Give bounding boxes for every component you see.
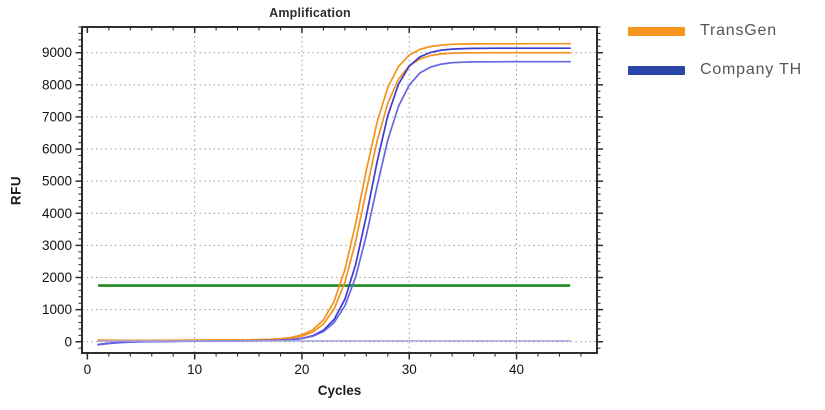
y-tick-label: 6000 [42,142,72,157]
y-tick-label: 3000 [42,238,72,253]
plot-canvas: 0 10 20 30 40 0 1000 2000 3000 4000 5000 6000 7000 80… [42,26,603,377]
legend-label-transgen: TransGen [700,22,777,39]
x-tick-label: 20 [294,362,309,377]
x-tick-label: 10 [187,362,202,377]
y-tick-label: 8000 [42,77,72,92]
legend: TransGen Company TH [628,22,802,79]
x-tick-label: 30 [402,362,417,377]
y-tick-label: 9000 [42,45,72,60]
y-tick-label: 2000 [42,270,72,285]
plot-frame [81,26,598,354]
y-tick-label: 7000 [42,109,72,124]
x-tick-label: 40 [509,362,524,377]
legend-swatch-company-th [628,65,685,75]
legend-item-company-th: Company TH [628,61,802,79]
legend-label-company-th: Company TH [700,61,802,78]
legend-swatch-transgen [628,26,685,36]
series-line-1 [97,51,572,342]
series-line-0 [97,42,572,342]
y-tick-label: 0 [64,334,72,349]
legend-item-transgen: TransGen [628,22,802,40]
y-tick-label: 4000 [42,206,72,221]
x-tick-label: 0 [84,362,92,377]
y-axis-label: RFU [8,175,24,206]
y-tick-label: 1000 [42,302,72,317]
x-axis-label: Cycles [317,383,362,398]
y-tick-label: 5000 [42,174,72,189]
chart-title: Amplification [269,6,351,20]
